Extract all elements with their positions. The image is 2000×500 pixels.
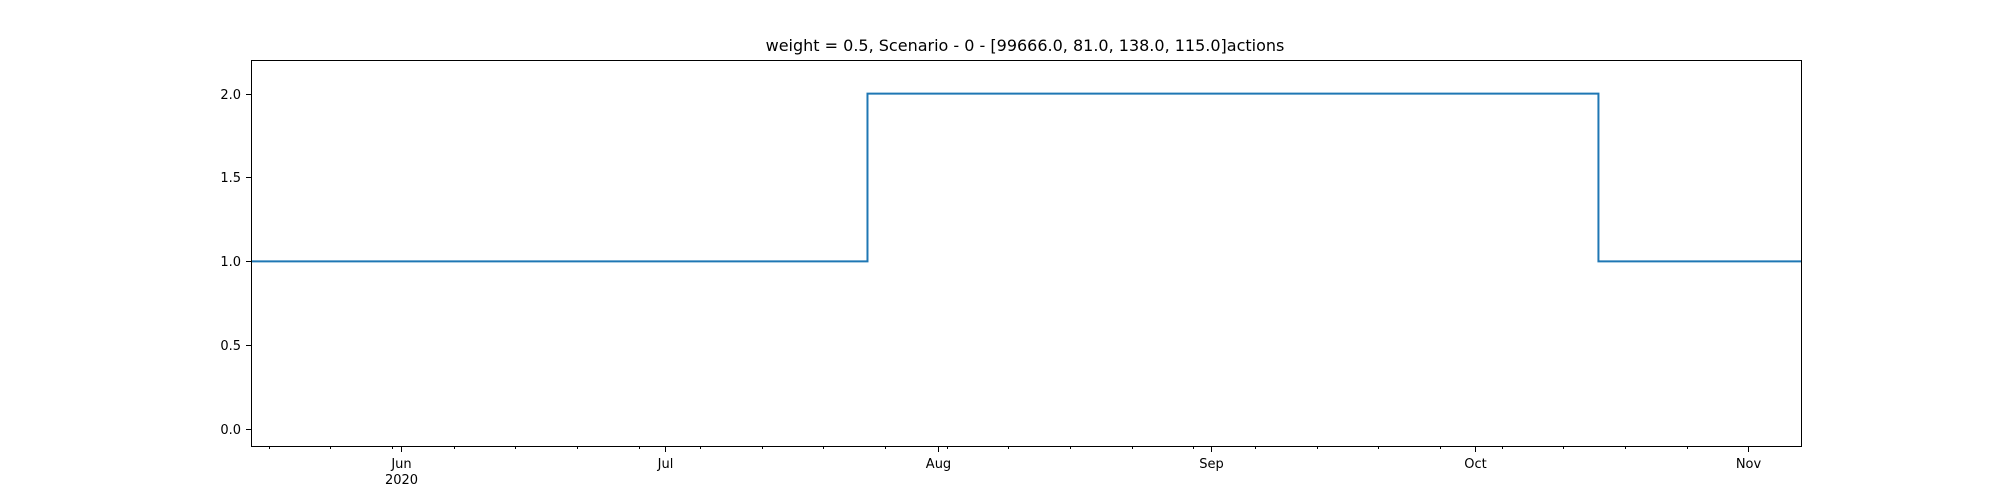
- y-tick-label: 1.5: [220, 171, 241, 186]
- x-tick-label: Jun: [390, 457, 411, 472]
- y-tick-label: 0.5: [220, 339, 241, 354]
- x-tick-year-label: 2020: [385, 473, 418, 488]
- plot-area-frame: [251, 60, 1802, 447]
- y-tick-label: 0.0: [220, 423, 241, 438]
- y-tick-label: 2.0: [220, 88, 241, 103]
- x-tick-label: Aug: [926, 457, 951, 472]
- x-tick-label: Sep: [1199, 457, 1224, 472]
- y-tick-label: 1.0: [220, 255, 241, 270]
- series-group: [251, 92, 1801, 263]
- series-line: [251, 92, 1801, 263]
- x-tick-label: Oct: [1464, 457, 1486, 472]
- chart-title: weight = 0.5, Scenario - 0 - [99666.0, 8…: [766, 36, 1285, 55]
- y-axis: 0.0 0.5 1.0 1.5 2.0: [220, 88, 251, 438]
- x-tick-label: Nov: [1736, 457, 1762, 472]
- x-tick-label: Jul: [657, 457, 674, 472]
